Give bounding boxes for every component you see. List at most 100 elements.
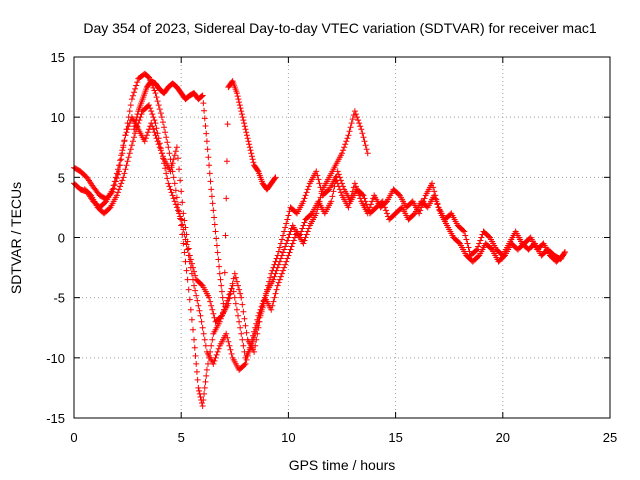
- data-point: [236, 318, 243, 325]
- data-point: [227, 290, 234, 297]
- data-point: [460, 227, 467, 234]
- data-point: [180, 226, 187, 233]
- data-point: [236, 99, 243, 106]
- data-point: [147, 105, 154, 112]
- data-point: [485, 233, 492, 240]
- data-point: [259, 300, 266, 307]
- data-point: [305, 183, 312, 190]
- data-point: [135, 120, 142, 127]
- data-point: [252, 324, 259, 331]
- data-point: [193, 360, 200, 367]
- data-point: [211, 214, 218, 221]
- data-point: [314, 206, 321, 213]
- data-point: [500, 253, 507, 260]
- data-point: [239, 301, 246, 308]
- data-point: [351, 108, 358, 115]
- data-point: [192, 272, 199, 279]
- data-point: [232, 300, 239, 307]
- data-point: [122, 132, 129, 139]
- data-point: [288, 243, 295, 250]
- data-point: [230, 288, 237, 295]
- data-point: [316, 180, 323, 187]
- data-point: [118, 152, 125, 159]
- data-point: [283, 240, 290, 247]
- data-point: [300, 240, 307, 247]
- data-point: [285, 252, 292, 259]
- data-point: [334, 168, 341, 175]
- data-point: [148, 108, 155, 115]
- data-point: [275, 279, 282, 286]
- data-point: [154, 130, 161, 137]
- data-point: [286, 208, 293, 215]
- data-point: [200, 100, 207, 107]
- data-point: [134, 123, 141, 130]
- data-point: [223, 158, 230, 165]
- data-point: [194, 376, 201, 383]
- data-point: [136, 117, 143, 124]
- data-point: [187, 264, 194, 271]
- data-point: [417, 207, 424, 214]
- data-point: [254, 330, 261, 337]
- data-point: [116, 162, 123, 169]
- data-point: [215, 256, 222, 263]
- data-point: [301, 219, 308, 226]
- data-point: [339, 150, 345, 157]
- data-point: [348, 120, 355, 127]
- data-point: [285, 212, 292, 219]
- data-point: [205, 360, 211, 367]
- data-point: [241, 120, 248, 127]
- data-point: [305, 225, 312, 232]
- data-point: [336, 174, 343, 181]
- data-point: [186, 296, 193, 303]
- data-point: [201, 107, 208, 114]
- data-point: [242, 126, 249, 133]
- x-tick-label: 10: [281, 430, 295, 445]
- data-point: [257, 306, 264, 313]
- data-point: [206, 162, 213, 169]
- data-point: [228, 79, 235, 86]
- data-point: [109, 186, 116, 193]
- data-point: [284, 255, 291, 262]
- data-points: [71, 70, 568, 409]
- data-point: [488, 245, 495, 252]
- data-point: [248, 153, 255, 160]
- data-point: [410, 211, 417, 218]
- data-point: [118, 180, 125, 187]
- data-point: [164, 175, 171, 182]
- data-point: [248, 336, 255, 343]
- data-point: [128, 96, 135, 103]
- data-point: [198, 93, 205, 100]
- data-point: [176, 210, 183, 217]
- data-point: [434, 201, 441, 208]
- data-point: [155, 141, 162, 148]
- data-point: [243, 329, 250, 336]
- data-point: [201, 384, 208, 391]
- y-tick-label: 10: [51, 110, 65, 125]
- data-point: [364, 204, 371, 211]
- data-point: [236, 286, 243, 293]
- series-trace-c: [131, 78, 279, 313]
- data-point: [177, 177, 184, 184]
- data-point: [211, 314, 218, 321]
- data-point: [164, 139, 171, 146]
- data-point: [461, 228, 468, 235]
- data-point: [300, 198, 307, 205]
- data-point: [244, 135, 251, 142]
- data-point: [300, 222, 307, 229]
- data-point: [169, 160, 176, 167]
- data-point: [223, 330, 230, 337]
- data-point: [253, 320, 260, 327]
- data-point: [340, 147, 347, 154]
- data-point: [281, 264, 288, 271]
- data-point: [277, 273, 284, 280]
- data-point: [215, 345, 222, 352]
- data-point: [168, 189, 175, 196]
- x-tick-label: 25: [603, 430, 617, 445]
- data-point: [354, 114, 361, 121]
- data-point: [165, 180, 172, 187]
- data-point: [226, 295, 233, 302]
- data-point: [177, 213, 184, 220]
- data-point: [129, 138, 136, 145]
- data-point: [195, 384, 202, 391]
- data-point: [238, 294, 245, 301]
